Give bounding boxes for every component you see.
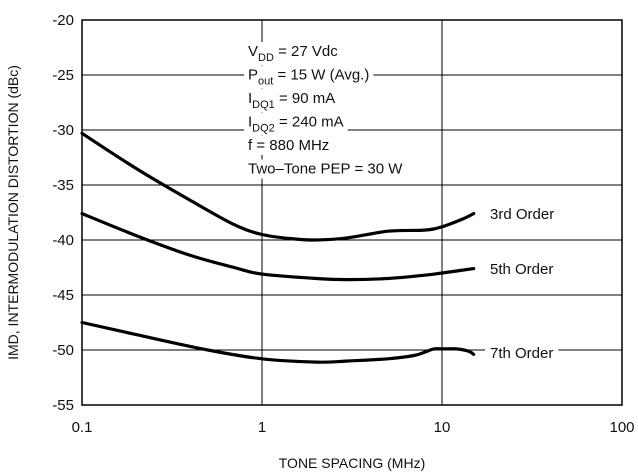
series-line-1 [80,131,476,242]
y-tick-label: -25 [52,67,74,84]
conditions-line: VDD = 27 Vdc [248,43,338,64]
y-tick-label: -40 [52,232,74,249]
series-label: 7th Order [490,345,553,362]
conditions-line: IDQ2 = 240 mA [248,114,344,135]
y-tick-label: -55 [52,397,74,414]
grid-lines [82,20,622,405]
series-label: 5th Order [490,261,553,278]
tick-labels: 0.1 1 10 100 -20 -25 -30 -35 -40 -45 -50 -55 [52,12,634,436]
x-axis-title: TONE SPACING (MHz) [279,455,426,471]
conditions-line: Two–Tone PEP = 30 W [248,161,403,178]
conditions-annotation: VDD = 27 Vdc Pout = 15 W (Avg.)IDQ1 = 90 … [248,43,403,178]
x-tick-label: 0.1 [72,419,93,436]
y-axis-title: IMD, INTERMODULATION DISTORTION (dBc) [5,65,21,360]
conditions-line: f = 880 MHz [248,137,329,154]
y-tick-label: -45 [52,287,74,304]
series-label: 3rd Order [490,206,554,223]
x-tick-label: 1 [258,419,266,436]
conditions-line: Pout = 15 W (Avg.) [248,67,369,88]
series-labels: 3rd Order 5th Order 7th Order [490,206,554,362]
y-tick-label: -50 [52,342,74,359]
x-tick-label: 100 [609,419,634,436]
y-tick-label: -20 [52,12,74,29]
y-tick-label: -35 [52,177,74,194]
series-lines [80,131,476,364]
plot-frame [81,19,623,406]
series-line-2 [80,212,476,282]
x-tick-label: 10 [434,419,451,436]
label-backgrounds [244,42,560,364]
series-line-3 [80,320,476,364]
y-tick-label: -30 [52,122,74,139]
conditions-line: IDQ1 = 90 mA [248,90,335,111]
